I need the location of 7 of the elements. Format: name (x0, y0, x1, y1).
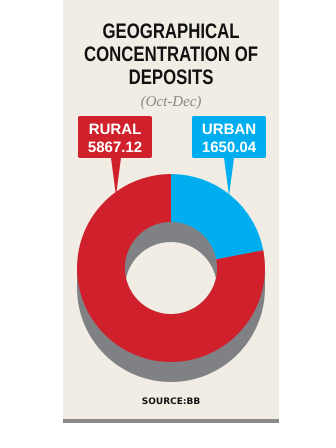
chart-title: GEOGRAPHICAL CONCENTRATION OF DEPOSITS (84, 20, 258, 90)
chart-subtitle: (Oct-Dec) (140, 94, 202, 110)
source-note: SOURCE:BB (142, 397, 200, 407)
data-label: 1650.04 (202, 139, 257, 156)
slice-label: URBAN (202, 121, 256, 138)
slice-label: RURAL (88, 121, 142, 138)
data-label: 5867.12 (88, 139, 142, 156)
